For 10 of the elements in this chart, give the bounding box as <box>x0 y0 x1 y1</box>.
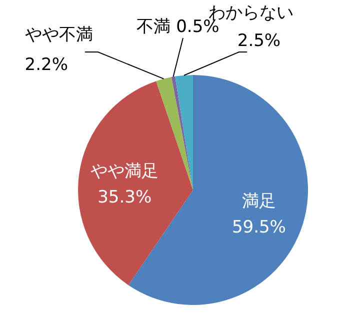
slice-label: やや満足 <box>90 162 159 182</box>
pie-slice <box>175 75 193 190</box>
pie-slice <box>78 81 193 286</box>
slice-label: 満足 <box>242 191 276 212</box>
data-label: 59.5% <box>232 217 286 238</box>
pie-slice <box>156 77 193 190</box>
slice-label: やや不満 <box>25 25 93 45</box>
data-label: 35.3% <box>98 188 152 208</box>
data-label: 2.2% <box>24 55 68 75</box>
data-label: 2.5% <box>237 31 281 51</box>
